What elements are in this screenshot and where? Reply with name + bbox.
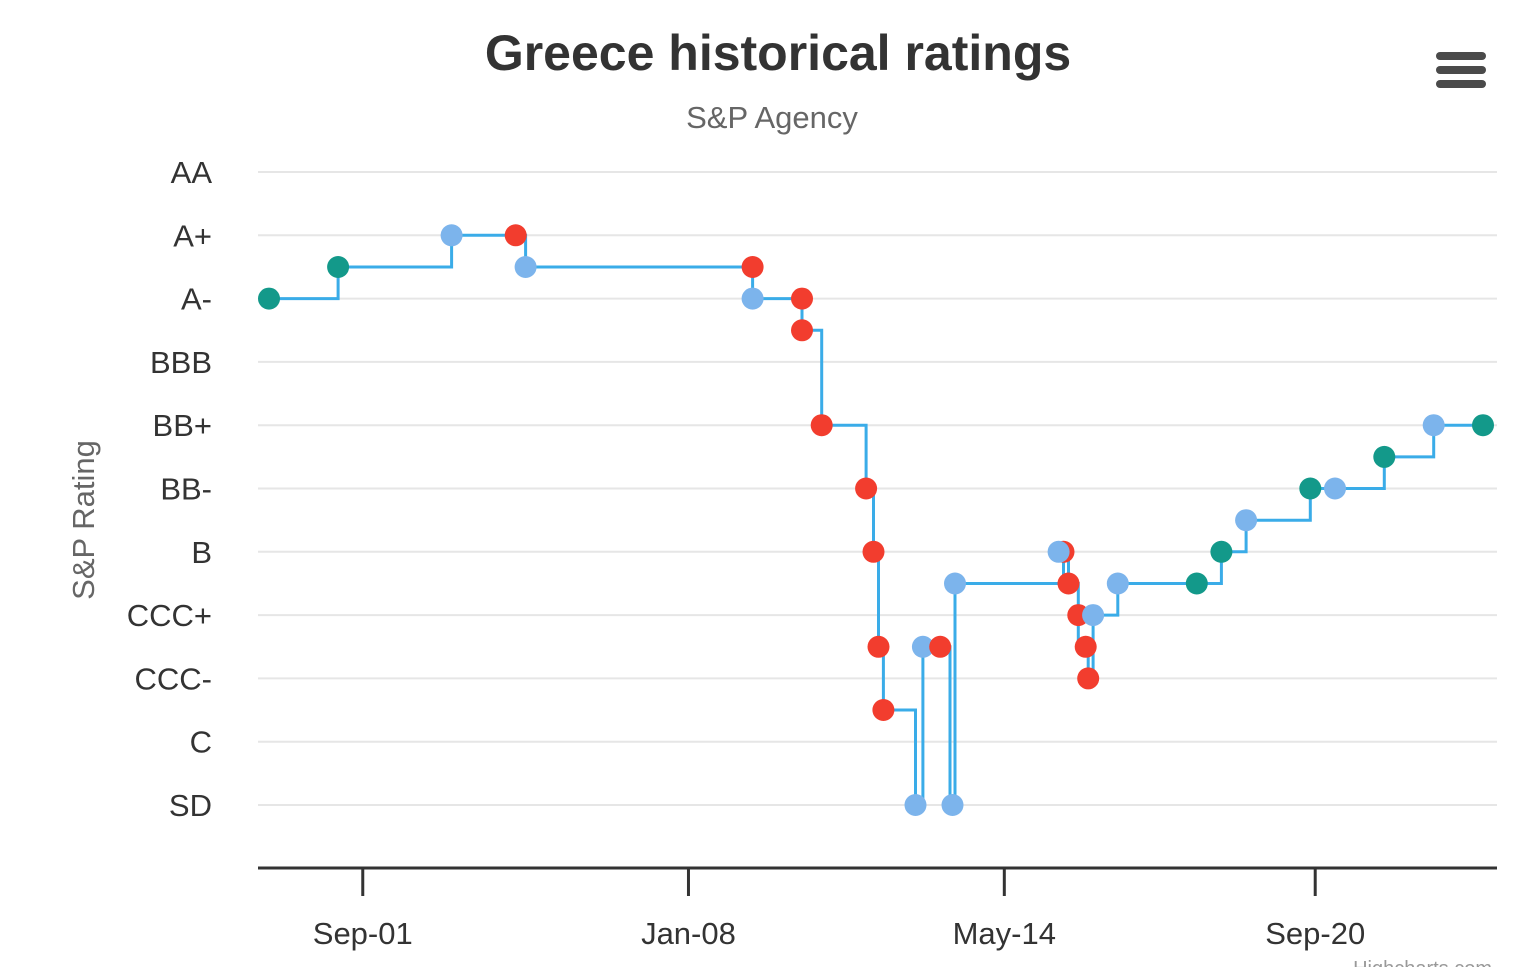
- data-point-outlook[interactable]: [941, 794, 964, 816]
- data-point-outlook[interactable]: [741, 287, 764, 310]
- y-tick-label: A-: [181, 282, 212, 317]
- hamburger-menu-icon[interactable]: [1420, 38, 1502, 100]
- y-tick-label: BB-: [160, 472, 212, 507]
- data-point-downgrade[interactable]: [741, 256, 764, 278]
- data-point-downgrade[interactable]: [791, 287, 813, 310]
- data-point-outlook[interactable]: [514, 256, 537, 278]
- y-tick-label: AA: [171, 155, 213, 190]
- y-tick-label: SD: [169, 788, 212, 823]
- rating-step-line: [269, 233, 1483, 807]
- data-point-downgrade[interactable]: [504, 224, 527, 247]
- data-point-downgrade[interactable]: [862, 540, 885, 563]
- y-axis-ticks: SD C CCC- CCC+ B BB- BB+ BBB A- A+ AA: [127, 155, 213, 823]
- data-point-upgrade[interactable]: [327, 256, 350, 278]
- x-axis: Sep-01 Jan-08 May-14 Sep-20: [258, 866, 1497, 951]
- credits-link[interactable]: Highcharts.com: [1353, 958, 1492, 967]
- series-points: [258, 224, 1494, 816]
- data-point-downgrade[interactable]: [791, 319, 813, 342]
- y-tick-label: BB+: [153, 408, 212, 443]
- y-tick-label: C: [190, 725, 212, 760]
- x-tick-label: Jan-08: [641, 916, 736, 951]
- y-tick-label: A+: [173, 218, 212, 253]
- chart-subtitle: S&P Agency: [686, 100, 858, 135]
- data-point-upgrade[interactable]: [1210, 540, 1233, 563]
- data-point-outlook[interactable]: [1422, 414, 1445, 437]
- data-point-upgrade[interactable]: [1185, 572, 1208, 595]
- y-tick-label: CCC-: [135, 661, 213, 696]
- chart-title: Greece historical ratings: [485, 25, 1071, 81]
- data-point-downgrade[interactable]: [1057, 572, 1080, 595]
- y-tick-label: CCC+: [127, 598, 212, 633]
- data-point-outlook[interactable]: [1235, 509, 1258, 532]
- data-point-downgrade[interactable]: [1074, 635, 1097, 658]
- x-tick-label: Sep-20: [1265, 916, 1365, 951]
- data-point-downgrade[interactable]: [929, 635, 952, 658]
- data-point-downgrade[interactable]: [1077, 667, 1100, 690]
- data-point-outlook[interactable]: [904, 794, 927, 816]
- y-tick-label: BBB: [150, 345, 212, 380]
- data-point-outlook[interactable]: [1047, 540, 1070, 563]
- data-point-outlook[interactable]: [911, 635, 934, 658]
- data-point-outlook[interactable]: [1082, 604, 1105, 627]
- data-point-downgrade[interactable]: [867, 635, 890, 658]
- y-tick-label: B: [191, 535, 212, 570]
- y-axis-title: S&P Rating: [66, 440, 101, 600]
- data-point-upgrade[interactable]: [258, 287, 280, 310]
- data-point-downgrade[interactable]: [855, 477, 878, 500]
- data-point-outlook[interactable]: [440, 224, 463, 247]
- data-point-upgrade[interactable]: [1472, 414, 1494, 437]
- x-tick-label: May-14: [953, 916, 1056, 951]
- data-point-outlook[interactable]: [1106, 572, 1129, 595]
- data-point-upgrade[interactable]: [1373, 445, 1396, 468]
- data-point-upgrade[interactable]: [1299, 477, 1322, 500]
- series-line: [269, 233, 1483, 807]
- data-point-outlook[interactable]: [944, 572, 966, 595]
- data-point-outlook[interactable]: [1324, 477, 1346, 500]
- data-point-downgrade[interactable]: [872, 699, 895, 721]
- x-tick-label: Sep-01: [313, 916, 413, 951]
- data-point-downgrade[interactable]: [810, 414, 833, 437]
